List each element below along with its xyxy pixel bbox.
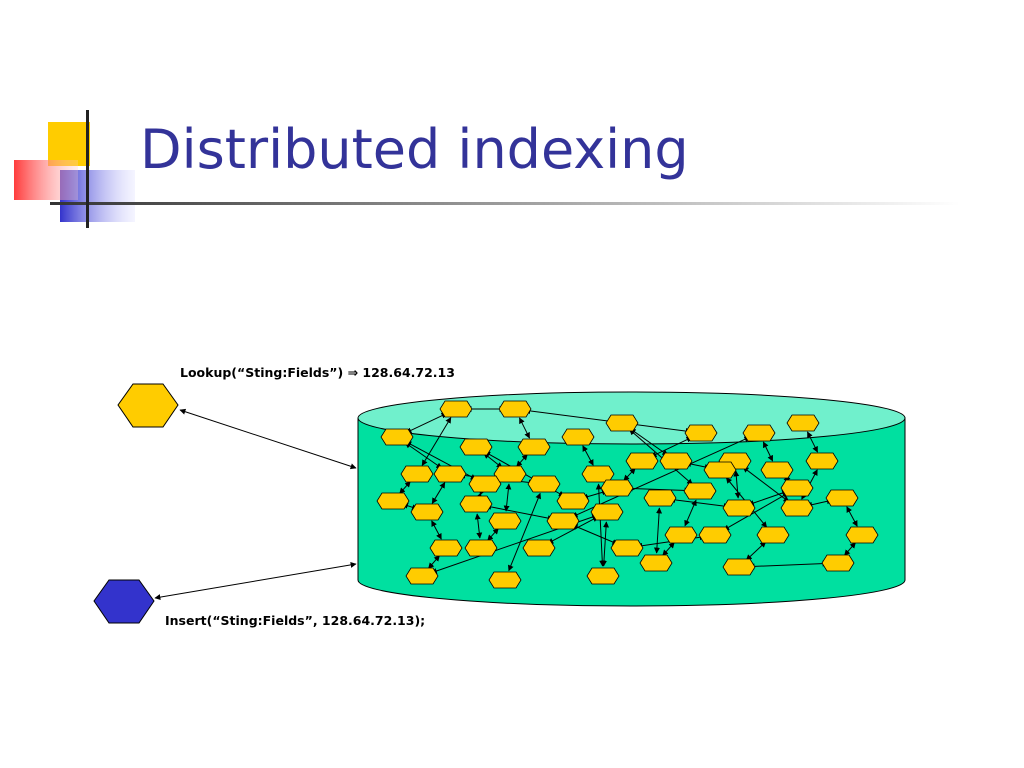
node <box>805 452 839 470</box>
node <box>546 512 580 530</box>
node <box>429 539 463 557</box>
lookup-node <box>117 383 179 428</box>
node <box>610 539 644 557</box>
node <box>821 554 855 572</box>
insert-arrow <box>154 561 357 601</box>
node <box>722 499 756 517</box>
edge <box>748 560 829 570</box>
edge <box>431 482 446 504</box>
node <box>380 428 414 446</box>
node <box>517 438 551 456</box>
decoration <box>14 110 960 228</box>
node <box>527 475 561 493</box>
lookup-label: Lookup(“Sting:Fields”) ⇒ 128.64.72.13 <box>180 365 455 380</box>
node <box>756 526 790 544</box>
node <box>780 479 814 497</box>
edge <box>762 441 774 462</box>
node <box>488 571 522 589</box>
node <box>742 424 776 442</box>
node <box>561 428 595 446</box>
node <box>786 414 820 432</box>
lookup-arrow <box>179 408 357 470</box>
node <box>464 539 498 557</box>
node <box>586 567 620 585</box>
node <box>498 400 532 418</box>
edge <box>404 442 443 469</box>
node <box>590 503 624 521</box>
edge <box>475 488 486 500</box>
node <box>459 438 493 456</box>
node <box>698 526 732 544</box>
node <box>659 452 693 470</box>
edge <box>508 492 541 572</box>
title: Distributed indexing <box>140 118 689 181</box>
edge <box>516 454 528 467</box>
edge <box>844 542 856 556</box>
insert-label: Insert(“Sting:Fields”, 128.64.72.13); <box>165 613 425 628</box>
node <box>760 461 794 479</box>
node <box>459 495 493 513</box>
node <box>639 554 673 572</box>
node <box>625 452 659 470</box>
node <box>780 499 814 517</box>
node <box>400 465 434 483</box>
edge <box>662 542 675 556</box>
node <box>488 512 522 530</box>
node <box>703 461 737 479</box>
node <box>439 400 473 418</box>
node <box>410 503 444 521</box>
edge <box>745 541 767 561</box>
edge <box>399 481 411 494</box>
node <box>433 465 467 483</box>
node <box>605 414 639 432</box>
node <box>643 489 677 507</box>
node-network <box>376 400 879 589</box>
node <box>664 526 698 544</box>
node <box>683 482 717 500</box>
node <box>845 526 879 544</box>
edge <box>846 506 858 527</box>
node <box>825 489 859 507</box>
node <box>600 479 634 497</box>
edge <box>807 431 818 453</box>
node <box>376 492 410 510</box>
node <box>722 558 756 576</box>
node <box>405 567 439 585</box>
node <box>556 492 590 510</box>
node <box>522 539 556 557</box>
node <box>468 475 502 493</box>
node <box>684 424 718 442</box>
insert-node <box>93 579 155 624</box>
node <box>493 465 527 483</box>
